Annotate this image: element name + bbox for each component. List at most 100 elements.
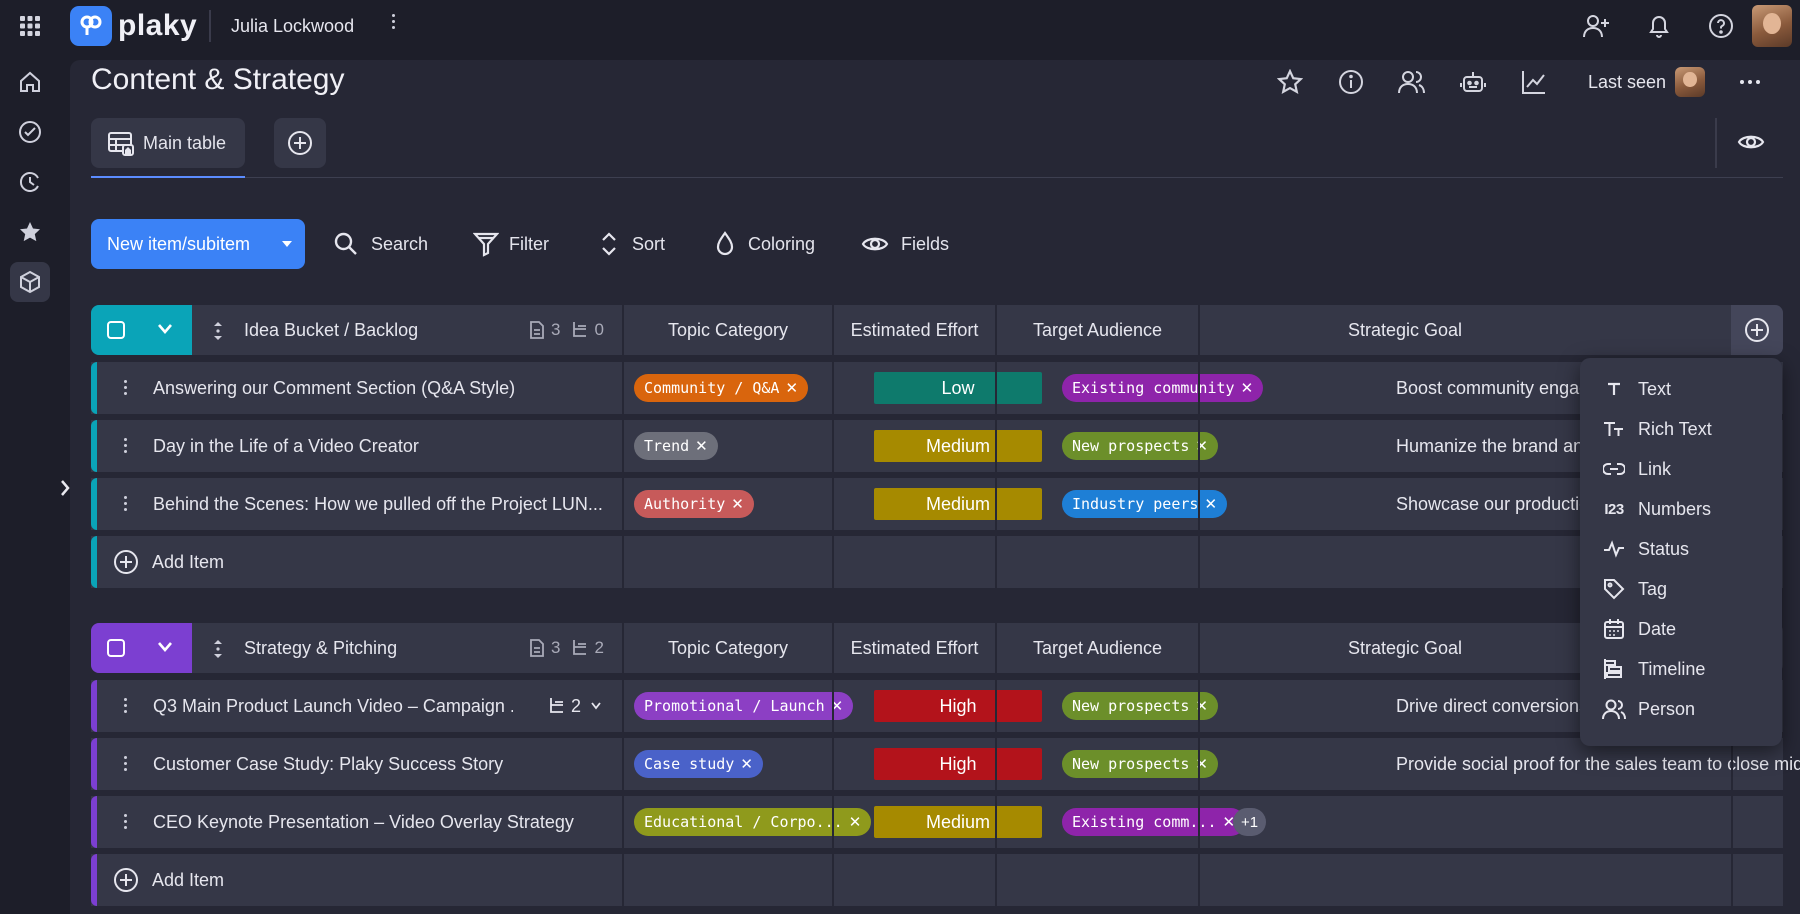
effort-status[interactable]: Medium — [874, 806, 1042, 838]
column-header-strategic-goal[interactable]: Strategic Goal — [1347, 637, 1463, 658]
table-row[interactable]: CEO Keynote Presentation – Video Overlay… — [91, 796, 1783, 848]
row-menu-icon[interactable] — [124, 756, 128, 774]
column-header-strategic-goal[interactable]: Strategic Goal — [1347, 319, 1463, 340]
audience-tag[interactable]: New prospects ✕ — [1062, 750, 1218, 778]
audience-tag[interactable]: Industry peers ✕ — [1062, 490, 1228, 518]
group-name[interactable]: Idea Bucket / Backlog — [244, 319, 419, 340]
item-title[interactable]: CEO Keynote Presentation – Video Overlay… — [153, 811, 574, 832]
group-select-checkbox[interactable] — [107, 639, 125, 657]
audience-tag[interactable]: Existing comm... ✕ — [1062, 808, 1246, 836]
topic-tag[interactable]: Authority ✕ — [634, 490, 754, 518]
automations-robot-icon[interactable] — [1455, 64, 1491, 100]
add-item-label[interactable]: Add Item — [152, 551, 225, 572]
audience-tag[interactable]: Existing community ✕ — [1062, 374, 1264, 402]
row-menu-icon[interactable] — [124, 698, 128, 716]
topic-tag[interactable]: Promotional / Launch ✕ — [634, 692, 854, 720]
menu-item-date[interactable]: Date — [1580, 609, 1782, 649]
item-title[interactable]: Customer Case Study: Plaky Success Story — [153, 753, 504, 774]
sort-button[interactable]: Sort — [598, 219, 665, 269]
audience-more-badge[interactable]: +1 — [1233, 808, 1267, 836]
menu-item-link[interactable]: Link — [1580, 449, 1782, 489]
menu-item-text[interactable]: Text — [1580, 369, 1782, 409]
column-header-estimated-effort[interactable]: Estimated Effort — [850, 637, 979, 658]
menu-item-timeline[interactable]: Timeline — [1580, 649, 1782, 689]
add-view-button[interactable] — [274, 118, 326, 168]
group-drag-handle-icon[interactable] — [214, 322, 222, 340]
home-icon[interactable] — [10, 62, 50, 102]
tab-main-table[interactable]: Main table — [91, 118, 245, 168]
add-item-plus-icon[interactable] — [113, 867, 139, 893]
row-menu-icon[interactable] — [124, 380, 128, 398]
expand-sidebar-chevron-icon[interactable] — [58, 478, 72, 498]
add-field-button[interactable] — [1731, 305, 1783, 355]
effort-status[interactable]: Medium — [874, 430, 1042, 462]
item-title[interactable]: Behind the Scenes: How we pulled off the… — [153, 493, 603, 514]
row-menu-icon[interactable] — [124, 496, 128, 514]
row-menu-icon[interactable] — [124, 814, 128, 832]
board-info-icon[interactable] — [1333, 64, 1369, 100]
audience-tag[interactable]: New prospects ✕ — [1062, 432, 1218, 460]
effort-status[interactable]: High — [874, 690, 1042, 722]
item-title[interactable]: Q3 Main Product Launch Video – Campaign … — [153, 695, 513, 716]
menu-item-numbers[interactable]: I23 Numbers — [1580, 489, 1782, 529]
user-avatar[interactable] — [1752, 5, 1792, 47]
effort-status[interactable]: High — [874, 748, 1042, 780]
table-row[interactable]: Customer Case Study: Plaky Success Story… — [91, 738, 1800, 790]
column-header-target-audience[interactable]: Target Audience — [1032, 319, 1163, 340]
apps-grid-icon[interactable] — [12, 8, 48, 44]
topic-tag[interactable]: Educational / Corpo... ✕ — [634, 808, 872, 836]
column-header-topic-category[interactable]: Topic Category — [667, 319, 789, 340]
column-header-target-audience[interactable]: Target Audience — [1032, 637, 1163, 658]
activity-icon[interactable] — [10, 162, 50, 202]
topic-tag[interactable]: Case study ✕ — [634, 750, 763, 778]
item-title[interactable]: Day in the Life of a Video Creator — [153, 435, 419, 456]
coloring-button[interactable]: Coloring — [714, 219, 815, 269]
topic-tag[interactable]: Trend ✕ — [634, 432, 718, 460]
board-visibility-eye-icon[interactable] — [1733, 124, 1769, 160]
add-item-row[interactable]: Add Item — [91, 854, 1783, 906]
board-members-icon[interactable] — [1394, 64, 1430, 100]
favorites-star-icon[interactable] — [10, 212, 50, 252]
workspace-user-name[interactable]: Julia Lockwood — [231, 15, 355, 36]
group-select-checkbox[interactable] — [107, 321, 125, 339]
effort-status[interactable]: Medium — [874, 488, 1042, 520]
strategic-goal-text[interactable]: Provide social proof for the sales team … — [1396, 753, 1800, 774]
column-header-estimated-effort[interactable]: Estimated Effort — [850, 319, 979, 340]
fields-button[interactable]: Fields — [861, 219, 949, 269]
strategic-goal-text[interactable] — [1396, 796, 1678, 848]
reports-chart-icon[interactable] — [1516, 64, 1552, 100]
my-work-check-icon[interactable] — [10, 112, 50, 152]
add-item-row[interactable]: Add Item — [91, 536, 1783, 588]
group-name[interactable]: Strategy & Pitching — [244, 637, 398, 658]
add-item-plus-icon[interactable] — [113, 549, 139, 575]
notifications-bell-icon[interactable] — [1641, 8, 1677, 44]
favorite-star-icon[interactable] — [1272, 64, 1308, 100]
row-menu-icon[interactable] — [124, 438, 128, 456]
new-item-button[interactable]: New item/subitem — [91, 219, 305, 269]
new-item-dropdown-caret-icon[interactable] — [281, 240, 293, 248]
menu-item-tag[interactable]: Tag — [1580, 569, 1782, 609]
workspace-more-icon[interactable] — [392, 14, 396, 32]
audience-tag[interactable]: New prospects ✕ — [1062, 692, 1218, 720]
item-title[interactable]: Answering our Comment Section (Q&A Style… — [153, 377, 516, 398]
last-seen-label[interactable]: Last seen — [1588, 71, 1667, 92]
table-row[interactable]: Day in the Life of a Video Creator Trend… — [91, 420, 1783, 472]
topic-tag[interactable]: Community / Q&A ✕ — [634, 374, 809, 402]
menu-item-person[interactable]: Person — [1580, 689, 1782, 729]
effort-status[interactable]: Low — [874, 372, 1042, 404]
menu-item-status[interactable]: Status — [1580, 529, 1782, 569]
table-row[interactable]: Answering our Comment Section (Q&A Style… — [91, 362, 1783, 414]
help-icon[interactable] — [1703, 8, 1739, 44]
add-item-label[interactable]: Add Item — [152, 869, 225, 890]
group-drag-handle-icon[interactable] — [214, 640, 222, 658]
last-seen-avatar[interactable] — [1675, 67, 1705, 97]
column-header-topic-category[interactable]: Topic Category — [667, 637, 789, 658]
invite-user-icon[interactable] — [1578, 8, 1614, 44]
board-more-icon[interactable] — [1740, 80, 1760, 84]
group-collapse-chevron-icon[interactable] — [157, 641, 173, 653]
filter-button[interactable]: Filter — [473, 219, 549, 269]
subitems-toggle[interactable]: 2 — [549, 694, 601, 718]
table-row[interactable]: Q3 Main Product Launch Video – Campaign … — [91, 680, 1783, 732]
group-collapse-chevron-icon[interactable] — [157, 323, 173, 335]
table-row[interactable]: Behind the Scenes: How we pulled off the… — [91, 478, 1783, 530]
